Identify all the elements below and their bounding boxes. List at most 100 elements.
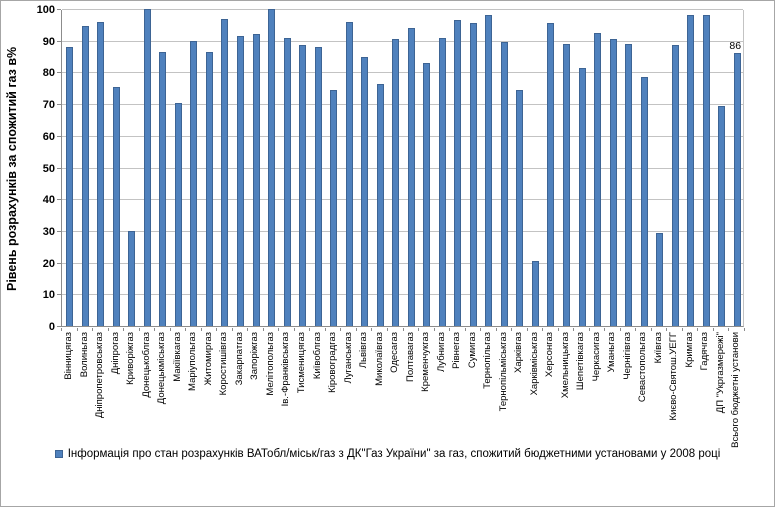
x-label-cell: ДП "Укргазмережі" (713, 332, 729, 464)
x-category-label: Дніпропетровськгаз (94, 332, 106, 419)
x-label-cell: Київоблгаз (309, 332, 325, 464)
x-category-label: Шепетівкагаз (575, 332, 587, 391)
x-tick-mark (138, 328, 140, 331)
x-label-cell: Всього бюджетні установи (728, 332, 744, 464)
x-tick-mark (681, 328, 683, 331)
y-tick-mark (57, 326, 61, 327)
x-label-cell: Закарпатгаз (232, 332, 248, 464)
bar (112, 86, 120, 326)
x-tick-mark (154, 328, 156, 331)
x-label-cell: Полтавагаз (402, 332, 418, 464)
x-category-label: Херсонгаз (544, 332, 556, 378)
x-category-label: Кіровоградгаз (327, 332, 339, 393)
bar (159, 51, 167, 326)
x-label-cell: Черкасигаз (589, 332, 605, 464)
x-label-cell: Маріупольгаз (185, 332, 201, 464)
x-label-cell: Кримгаз (682, 332, 698, 464)
x-tick-mark (231, 328, 233, 331)
x-tick-mark (402, 328, 404, 331)
x-label-cell: Запоріжгаз (247, 332, 263, 464)
x-category-label: Рівнегаз (451, 332, 463, 369)
x-label-cell: Київгаз (651, 332, 667, 464)
x-label-cell: Дніпропетровськгаз (92, 332, 108, 464)
x-tick-mark (619, 328, 621, 331)
bar (718, 105, 726, 326)
y-tick-label-100: 100 (36, 4, 55, 16)
x-tick-mark (712, 328, 714, 331)
bar (330, 89, 338, 326)
x-tick-mark (557, 328, 559, 331)
x-category-label: Львівгаз (358, 332, 370, 369)
bar (128, 230, 136, 326)
y-tick-label-0: 0 (48, 321, 55, 333)
x-tick-mark (324, 328, 326, 331)
y-tick-label-60: 60 (42, 130, 55, 143)
x-tick-mark (340, 328, 342, 331)
x-category-label: Тернопільгаз (482, 332, 494, 389)
x-label-cell: Ів.-Франківськгаз (278, 332, 294, 464)
x-tick-mark (185, 328, 187, 331)
x-label-cell: Харківгаз (511, 332, 527, 464)
y-tick-mark (57, 40, 61, 42)
y-tick-mark (57, 104, 61, 106)
x-tick-mark (588, 328, 590, 331)
bar (454, 20, 462, 326)
x-label-cell: Кіровоградгаз (325, 332, 341, 464)
x-category-label: Мелітопольгаз (264, 332, 276, 396)
bar (361, 56, 369, 326)
x-category-label: Житомиргаз (202, 332, 214, 386)
bar (345, 21, 353, 326)
x-label-cell: Донецькміськгаз (154, 332, 170, 464)
x-category-label: Волиньгаз (78, 332, 90, 378)
bar (299, 45, 307, 326)
x-category-label: Донецькоблгаз (140, 332, 152, 398)
gridline-20 (62, 262, 743, 264)
x-label-cell: Києво-Святош.УЕГГ (666, 332, 682, 464)
x-label-cell: Гадячгаз (697, 332, 713, 464)
y-tick-label-70: 70 (42, 99, 55, 112)
x-label-cell: Уманьгаз (604, 332, 620, 464)
bar (252, 34, 260, 326)
bar (687, 15, 695, 326)
x-tick-mark (92, 328, 94, 331)
x-category-label: Ів.-Франківськгаз (280, 332, 292, 407)
bar (578, 67, 586, 326)
bar (283, 37, 291, 326)
bar (547, 23, 555, 326)
x-category-label: Закарпатгаз (233, 332, 245, 386)
gridline-90 (62, 40, 743, 42)
gridline-60 (62, 135, 743, 137)
x-category-label: Київгаз (652, 332, 664, 364)
bar (500, 42, 508, 326)
x-category-label: Дніпрогаз (109, 332, 121, 375)
gridline-30 (62, 230, 743, 232)
x-tick-mark (61, 328, 62, 331)
x-tick-mark (418, 328, 420, 331)
x-category-label: Тернопільміськгаз (497, 332, 509, 412)
x-category-label: Одесагаз (389, 332, 401, 373)
x-tick-mark (107, 328, 109, 331)
x-category-label: Харківгаз (513, 332, 525, 374)
bar (423, 62, 431, 326)
x-label-cell: Чернігівгаз (620, 332, 636, 464)
x-label-cell: Львівгаз (356, 332, 372, 464)
bar (531, 261, 539, 326)
gridline-80 (62, 72, 743, 74)
x-tick-mark (123, 328, 125, 331)
x-category-label: Вінницягаз (63, 332, 75, 380)
x-category-label: Севастопольгаз (637, 332, 649, 403)
x-label-cell: Хмельницькгаз (558, 332, 574, 464)
x-tick-mark (309, 328, 311, 331)
x-label-cell: Житомиргаз (201, 332, 217, 464)
bar (66, 47, 74, 326)
bar (268, 9, 276, 326)
x-category-label: Уманьгаз (606, 332, 618, 373)
plot-area (61, 9, 744, 327)
y-tick-label-40: 40 (42, 194, 55, 207)
x-label-cell: Волиньгаз (77, 332, 93, 464)
x-label-cell: Коростишівгаз (216, 332, 232, 464)
y-tick-label-10: 10 (42, 289, 55, 302)
y-tick-label-80: 80 (42, 67, 55, 80)
bar (469, 23, 477, 326)
x-tick-mark (200, 328, 202, 331)
